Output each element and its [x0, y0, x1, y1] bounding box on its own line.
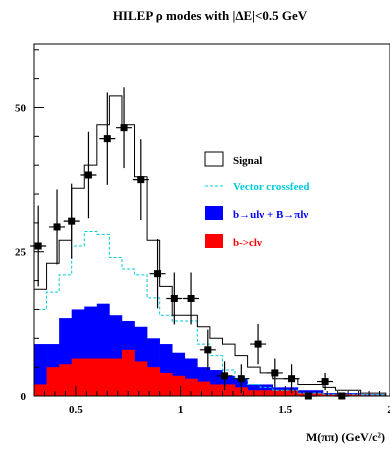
- data-point: [84, 171, 92, 179]
- data-point: [137, 176, 145, 184]
- data-point: [271, 369, 279, 377]
- legend-swatch-2: [205, 206, 223, 220]
- legend-label: Signal: [233, 155, 262, 167]
- y-tick-label: 25: [15, 247, 27, 259]
- data-point: [34, 242, 42, 250]
- bar-red: [360, 394, 374, 396]
- legend-label: b->clν: [233, 237, 262, 249]
- data-point: [53, 223, 61, 231]
- bar-red: [272, 390, 286, 396]
- bar-red: [84, 358, 98, 396]
- bar-red: [184, 378, 198, 396]
- bar-red: [159, 372, 173, 396]
- x-tick-label: 1: [178, 404, 184, 416]
- data-point: [204, 346, 212, 354]
- bar-blue: [260, 384, 274, 396]
- chart-title: HILEP ρ modes with |ΔE|<0.5 GeV: [113, 8, 308, 23]
- bar-red: [34, 384, 47, 396]
- x-tick-label: 1.5: [278, 404, 292, 416]
- bar-blue: [34, 344, 47, 396]
- data-point: [288, 375, 296, 383]
- bar-red: [348, 394, 361, 396]
- bar-red: [59, 364, 72, 396]
- bar-red: [121, 349, 135, 396]
- legend-swatch-signal: [204, 151, 224, 167]
- plot-area: [30, 87, 387, 400]
- bar-red: [209, 384, 223, 396]
- data-point: [103, 135, 111, 143]
- data-point: [254, 340, 262, 348]
- data-point: [154, 270, 162, 278]
- bar-red: [297, 393, 311, 396]
- data-point: [68, 217, 76, 225]
- data-point: [321, 378, 329, 386]
- legend: Signal Vector crossfeed b→ulν + B→πlν b->cl…: [204, 151, 309, 249]
- data-point: [120, 124, 128, 132]
- bar-red: [96, 358, 110, 396]
- legend-label: b→ulν + B→πlν: [233, 209, 308, 221]
- x-axis-label: M(ππ) (GeV/c²): [306, 430, 385, 444]
- crossfeed-line: [33, 231, 387, 396]
- legend-label: Vector crossfeed: [233, 181, 309, 193]
- data-point: [187, 294, 195, 302]
- bar-red: [172, 375, 186, 396]
- bar-red: [109, 358, 123, 396]
- bar-red: [46, 367, 60, 396]
- x-tick-label: 2: [387, 404, 390, 416]
- data-point: [170, 294, 178, 302]
- bar-blue: [247, 384, 261, 396]
- y-tick-label: 50: [15, 102, 27, 114]
- data-point: [237, 375, 245, 383]
- bar-red: [134, 361, 148, 396]
- bar-red: [197, 381, 211, 396]
- axes: 0 25 50 0.5 1 1.5 2: [15, 43, 390, 416]
- bar-red: [322, 394, 336, 396]
- bar-red: [260, 390, 274, 396]
- bar-red: [147, 367, 160, 396]
- y-tick-label: 0: [21, 391, 27, 403]
- bar-red: [222, 384, 236, 396]
- x-tick-label: 0.5: [69, 404, 83, 416]
- signal-histogram: [33, 95, 387, 396]
- data-point: [221, 372, 229, 380]
- bar-red: [71, 358, 85, 396]
- legend-swatch-3: [205, 234, 223, 248]
